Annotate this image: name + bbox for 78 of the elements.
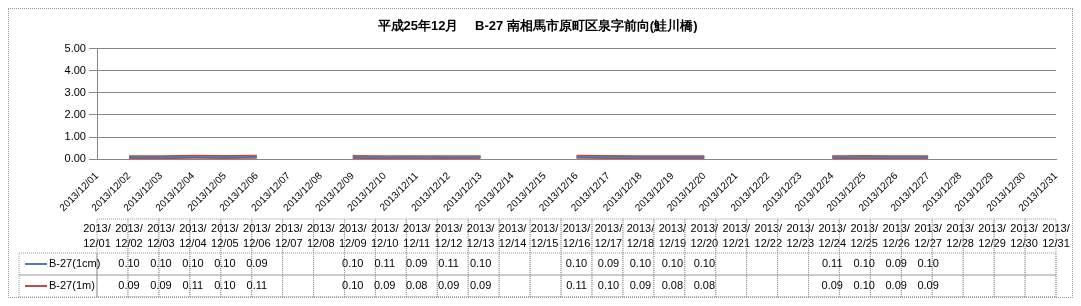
category-label: 2013/12/10	[370, 222, 399, 250]
data-label: 0.09	[373, 279, 396, 292]
data-label: 0.10	[629, 257, 652, 270]
category-label: 2013/12/01	[83, 222, 111, 250]
category-label: 2013/12/27	[914, 222, 942, 250]
category-label: 2013/12/31	[1042, 222, 1070, 250]
category-label: 2013/12/22	[754, 222, 783, 250]
category-label: 2013/12/24	[818, 222, 846, 250]
data-label: 0.09	[597, 257, 620, 270]
data-label: 0.10	[853, 257, 875, 270]
data-label: 0.10	[118, 257, 140, 270]
data-label: 0.10	[214, 279, 236, 292]
data-label: 0.11	[438, 257, 459, 270]
data-label: 0.09	[885, 279, 907, 292]
data-label: 0.09	[405, 257, 428, 270]
category-label: 2013/12/12	[434, 222, 463, 250]
category-label: 2013/12/07	[275, 222, 303, 250]
category-label: 2013/12/14	[498, 222, 527, 250]
category-label: 2013/12/09	[338, 222, 367, 250]
y-tick-label: 5.00	[64, 41, 86, 54]
category-label: 2013/12/16	[562, 222, 591, 250]
data-label: 0.11	[566, 279, 587, 292]
data-label: 0.10	[661, 257, 684, 270]
category-label: 2013/12/15	[530, 222, 559, 250]
data-label: 0.09	[821, 279, 843, 292]
category-label: 2013/12/25	[850, 222, 878, 250]
data-label: 0.10	[917, 257, 939, 270]
category-label: 2013/12/02	[115, 222, 143, 250]
category-label: 2013/12/26	[882, 222, 910, 250]
data-label: 0.10	[693, 257, 716, 270]
y-tick-label: 3.00	[64, 85, 86, 98]
data-label: 0.10	[469, 257, 492, 270]
data-label: 0.09	[469, 279, 492, 292]
data-label: 0.11	[821, 257, 843, 270]
category-label: 2013/12/28	[946, 222, 974, 250]
category-label: 2013/12/04	[179, 222, 207, 250]
data-label: 0.10	[853, 279, 875, 292]
chart-title: 平成25年12月 B-27 南相馬市原町区泉字前向(鮭川橋)	[376, 18, 698, 34]
data-label: 0.10	[214, 257, 236, 270]
data-label: 0.09	[437, 279, 460, 292]
data-label: 0.08	[661, 279, 684, 292]
data-label: 0.11	[182, 279, 204, 292]
category-label: 2013/12/19	[658, 222, 687, 250]
data-label: 0.09	[118, 279, 140, 292]
data-label: 0.10	[182, 257, 204, 270]
category-label: 2013/12/06	[243, 222, 271, 250]
data-label: 0.09	[150, 279, 172, 292]
y-tick-label: 2.00	[64, 107, 86, 120]
category-label: 2013/12/05	[211, 222, 239, 250]
category-label: 2013/12/11	[402, 222, 431, 250]
category-label: 2013/12/08	[307, 222, 335, 250]
data-label: 0.10	[342, 257, 364, 270]
category-label: 2013/12/18	[626, 222, 655, 250]
data-label: 0.10	[565, 257, 588, 270]
category-label: 2013/12/13	[466, 222, 495, 250]
data-label: 0.11	[246, 279, 268, 292]
data-label: 0.10	[342, 279, 364, 292]
data-label: 0.08	[693, 279, 716, 292]
y-tick-label: 0.00	[64, 152, 86, 165]
category-label: 2013/12/17	[594, 222, 623, 250]
category-label: 2013/12/03	[147, 222, 175, 250]
data-label: 0.09	[885, 257, 907, 270]
category-label: 2013/12/20	[690, 222, 719, 250]
data-label: 0.10	[597, 279, 620, 292]
data-label: 0.10	[150, 257, 172, 270]
legend-label: B-27(1m)	[49, 279, 95, 292]
data-label: 0.09	[917, 279, 939, 292]
category-label: 2013/12/29	[978, 222, 1006, 250]
y-tick-label: 1.00	[64, 130, 86, 143]
data-label: 0.09	[629, 279, 652, 292]
data-label: 0.09	[246, 257, 268, 270]
category-label: 2013/12/23	[786, 222, 815, 250]
y-tick-label: 4.00	[64, 63, 86, 76]
category-label: 2013/12/30	[1010, 222, 1038, 250]
data-label: 0.11	[374, 257, 395, 270]
legend-label: B-27(1cm)	[49, 257, 101, 270]
category-label: 2013/12/21	[722, 222, 751, 250]
data-label: 0.08	[405, 279, 428, 292]
